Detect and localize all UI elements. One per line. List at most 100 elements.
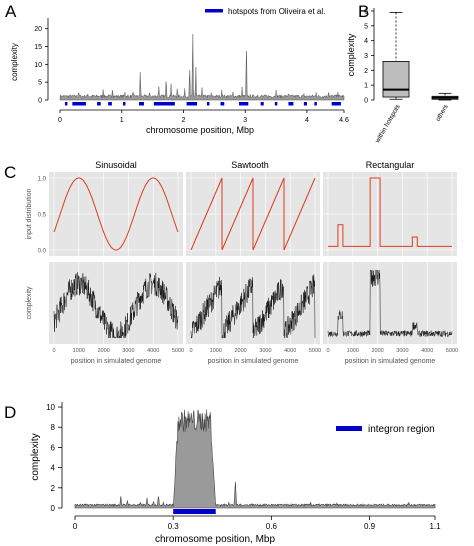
panel-c-bottom-facet-sinusoidal <box>49 262 183 344</box>
panel-d-x-tick-label: 0.6 <box>266 522 278 531</box>
panel-a-hotspot-bar <box>274 102 278 106</box>
panel-c-x-tick-label: 5000 <box>446 348 458 354</box>
panel-a-hotspot-bar <box>314 102 317 106</box>
panel-a-x-tick-label: 3 <box>243 117 247 124</box>
panel-c-x-tick-label: 0 <box>52 348 55 354</box>
input-line-rectangular <box>328 177 452 247</box>
panel-d-legend: integron region <box>336 424 435 435</box>
panel-c-x-tick-label: 0 <box>326 348 329 354</box>
panel-b-y-ticks: 0 1 2 3 4 5 6 <box>364 8 374 105</box>
panel-b-y-tick-label: 2 <box>364 68 368 75</box>
panel-d-legend-label: integron region <box>368 424 435 435</box>
panel-c-x-tick-label: 1000 <box>210 348 222 354</box>
panel-c-top-ylabel: input distribution <box>26 188 33 239</box>
panel-c-title-sinusoidal: Sinusoidal <box>95 160 137 170</box>
panel-a-hotspot-bar <box>97 102 101 106</box>
panel-c: C Sinusoidal Sawtooth Rectangular 0.0 0.5… <box>4 160 458 365</box>
panel-c-xlabel-rectangular: position in simulated genome <box>345 358 436 365</box>
panel-c-title-rectangular: Rectangular <box>366 160 415 170</box>
panel-letter-d: D <box>4 403 16 422</box>
input-line-sawtooth <box>190 177 316 251</box>
complexity-line-sawtooth <box>190 274 316 339</box>
panel-c-x-tick-label: 3000 <box>122 348 134 354</box>
panel-b-category-others: others <box>435 103 450 123</box>
panel-c-x-tick-label: 5000 <box>172 348 184 354</box>
panel-d-y-tick-label: 2 <box>51 484 56 493</box>
panel-a-x-tick-label: 2 <box>182 117 186 124</box>
panel-letter-b: B <box>358 2 369 21</box>
panel-d-y-tick-label: 0 <box>51 504 56 513</box>
panel-a-x-tick-label: 1 <box>120 117 124 124</box>
panel-a-y-tick-label: 10 <box>34 62 42 69</box>
panel-a-x-ticks: 0 1 2 3 4 4.6 <box>58 110 349 124</box>
panel-a-x-tick-label: 0 <box>58 117 62 124</box>
panel-a-complexity-trace <box>59 34 345 101</box>
panel-a-ylabel: complexity <box>10 43 19 81</box>
panel-c-x-tick-label: 0 <box>189 348 192 354</box>
panel-a-hotspot-bar <box>288 102 294 106</box>
panel-a: A 0 5 10 15 20 complexity 0 1 2 3 4 4.6 chromosom… <box>5 2 349 135</box>
panel-d-x-tick-label: 0 <box>73 522 78 531</box>
panel-c-top-y-tick-label: 0.5 <box>38 213 47 219</box>
panel-c-x-tick-label: 4000 <box>147 348 159 354</box>
panel-a-legend-swatch <box>205 9 223 13</box>
panel-b-category-within-hotspots: within hotspots <box>374 103 402 145</box>
panel-b-y-tick-label: 3 <box>364 53 368 60</box>
complexity-line-rectangular <box>327 269 453 338</box>
panel-b: B 0 1 2 3 4 5 6 complexity within hotspots oth… <box>346 2 459 145</box>
panel-c-x-tick-label: 3000 <box>396 348 408 354</box>
panel-a-x-tick-label: 4 <box>305 117 309 124</box>
panel-a-y-tick-label: 15 <box>34 44 42 51</box>
panel-a-y-tick-label: 20 <box>34 26 42 33</box>
panel-c-input-distribution-lines <box>53 177 452 251</box>
panel-a-y-ticks: 0 5 10 15 20 <box>34 26 48 105</box>
panel-a-hotspot-bar <box>108 102 112 106</box>
panel-a-hotspot-bars <box>64 102 341 106</box>
panel-c-x-tick-label: 4000 <box>421 348 433 354</box>
panel-a-complexity-area <box>59 34 345 101</box>
panel-b-y-tick-label: 5 <box>364 23 368 30</box>
panel-a-hotspot-bar <box>331 102 341 106</box>
panel-b-y-tick-label: 1 <box>364 83 368 90</box>
panel-a-y-tick-label: 0 <box>38 98 42 105</box>
panel-d-x-tick-label: 1.1 <box>429 522 441 531</box>
panel-c-x-tick-label: 3000 <box>259 348 271 354</box>
panel-c-top-y-ticks: 0.0 0.5 1.0 <box>38 177 47 255</box>
panel-d-y-tick-label: 10 <box>46 403 55 412</box>
panel-b-y-tick-label: 4 <box>364 38 368 45</box>
panel-c-xlabel-sawtooth: position in simulated genome <box>208 358 299 365</box>
panel-d-y-tick-label: 8 <box>51 423 56 432</box>
panel-letter-c: C <box>4 163 16 182</box>
panel-c-x-tick-label: 2000 <box>97 348 109 354</box>
panel-d-y-tick-label: 6 <box>51 443 56 452</box>
panel-d-ylabel: complexity <box>30 433 41 480</box>
panel-b-y-tick-label: 0 <box>364 98 368 105</box>
panel-a-y-tick-label: 5 <box>38 80 42 87</box>
panel-d-x-tick-label: 0.9 <box>364 522 376 531</box>
panel-c-title-sawtooth: Sawtooth <box>231 160 269 170</box>
panel-d: D 0 2 4 6 8 10 complexity 0 0.3 0.6 0.9 1.1 chrom… <box>4 402 441 545</box>
panel-c-bottom-facet-rectangular <box>323 262 457 344</box>
panel-a-hotspot-bar <box>260 102 264 106</box>
boxplot-box <box>382 61 410 98</box>
panel-c-x-tick-label: 2000 <box>371 348 383 354</box>
panel-a-hotspot-bar <box>153 102 175 106</box>
panel-b-boxplots <box>382 12 459 101</box>
panel-a-hotspot-bar <box>220 102 225 106</box>
panel-d-x-ticks: 0 0.3 0.6 0.9 1.1 <box>73 516 441 531</box>
panel-d-xlabel: chromosome position, Mbp <box>155 534 275 545</box>
panel-a-hotspot-bar <box>239 102 249 106</box>
panel-a-x-tick-label: 4.6 <box>339 117 349 124</box>
panel-b-ylabel: complexity <box>346 33 356 76</box>
panel-a-legend: hotspots from Oliveira et al. <box>205 7 325 16</box>
panel-d-y-ticks: 0 2 4 6 8 10 <box>46 403 62 513</box>
panel-b-y-tick-label: 6 <box>364 8 368 15</box>
panel-c-top-y-tick-label: 0.0 <box>38 249 47 255</box>
panel-a-hotspot-bar <box>303 102 307 106</box>
panel-c-x-tick-label: 1000 <box>347 348 359 354</box>
panel-d-y-tick-label: 4 <box>51 464 56 473</box>
panel-a-hotspot-bar <box>206 102 210 106</box>
panel-c-x-tick-label: 5000 <box>309 348 321 354</box>
panel-c-xlabel-sinusoidal: position in simulated genome <box>71 358 162 365</box>
